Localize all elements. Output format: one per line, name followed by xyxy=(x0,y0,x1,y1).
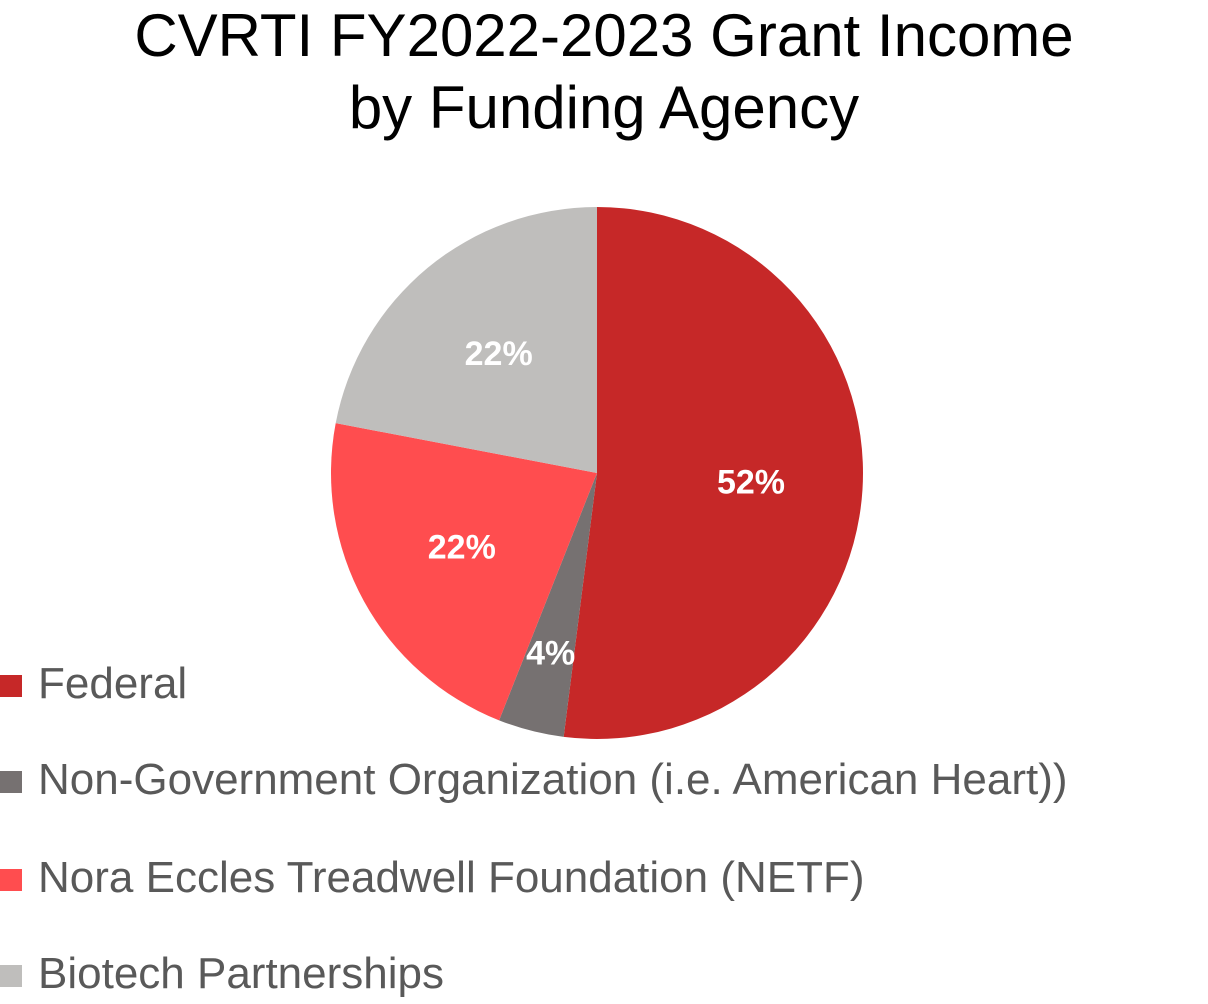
legend-label-federal: Federal xyxy=(38,659,188,708)
data-label-biotech-partnerships: 22% xyxy=(465,335,533,373)
data-labels: 52% 4% 22% 22% xyxy=(428,335,785,672)
data-label-non-government-organization: 4% xyxy=(526,634,575,672)
legend-label-non-government-organization: Non-Government Organization (i.e. Americ… xyxy=(38,755,1068,804)
data-label-netf: 22% xyxy=(428,528,496,566)
pie-slice-netf xyxy=(330,423,597,721)
legend-swatch-biotech-partnerships xyxy=(0,965,22,987)
pie-slice-non-government-organization xyxy=(499,473,597,737)
chart-title-line-2: by Funding Agency xyxy=(348,74,860,141)
legend-swatch-non-government-organization xyxy=(0,771,22,793)
data-label-federal: 52% xyxy=(717,464,785,502)
legend-label-biotech-partnerships: Biotech Partnerships xyxy=(38,949,444,998)
legend-label-netf: Nora Eccles Treadwell Foundation (NETF) xyxy=(38,853,865,902)
legend-swatch-federal xyxy=(0,675,22,697)
pie-slice-federal xyxy=(563,207,863,739)
pie-slice-biotech-partnerships xyxy=(335,207,597,473)
legend-swatch-netf xyxy=(0,869,22,891)
chart-title: CVRTI FY2022-2023 Grant Income by Fundin… xyxy=(0,0,1208,144)
chart-title-line-1: CVRTI FY2022-2023 Grant Income xyxy=(134,2,1074,69)
